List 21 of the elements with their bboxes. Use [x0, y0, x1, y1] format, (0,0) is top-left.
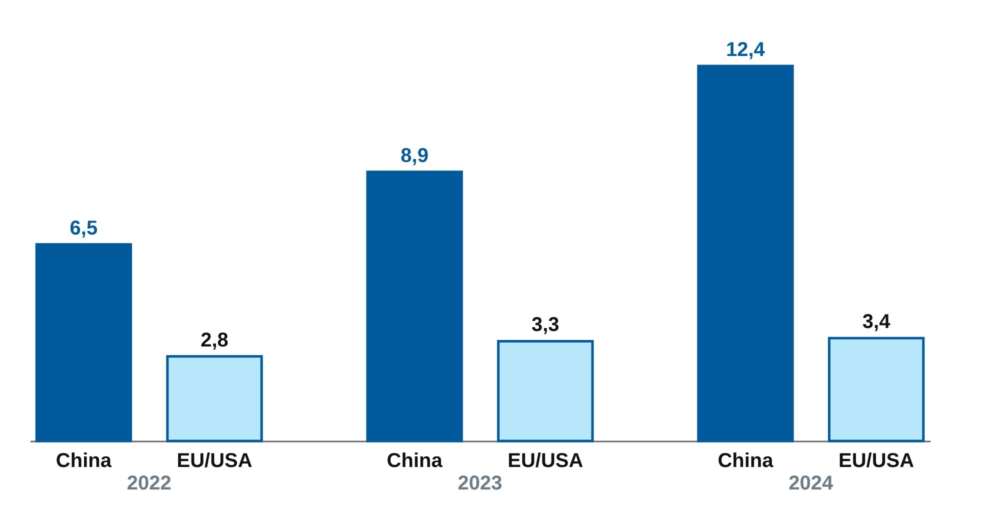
- data-label: 3,3: [532, 314, 560, 336]
- series-label: EU/USA: [176, 450, 252, 472]
- data-label: 6,5: [70, 217, 98, 240]
- text: China: [718, 450, 774, 472]
- series-label: China: [56, 450, 112, 472]
- x-tick-label: 2023: [458, 472, 502, 494]
- text: China: [386, 450, 442, 472]
- x-tick-label: 2022: [126, 472, 172, 494]
- text: EU/USA: [838, 450, 914, 472]
- data-label: 8,9: [400, 144, 428, 167]
- bar: [828, 336, 925, 442]
- bar: [166, 355, 263, 442]
- bar: [366, 170, 463, 442]
- text: EU/USA: [508, 450, 584, 472]
- data-label: 12,4: [726, 39, 766, 61]
- bar: [35, 243, 132, 442]
- bar: [497, 340, 594, 442]
- data-label: 3,4: [862, 311, 892, 334]
- x-tick-label: 2024: [788, 472, 834, 494]
- data-label: 2,8: [200, 329, 228, 352]
- bar: [697, 64, 794, 442]
